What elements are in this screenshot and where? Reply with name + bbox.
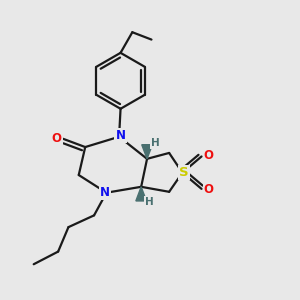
Text: H: H	[151, 138, 160, 148]
Text: S: S	[179, 166, 189, 179]
Text: N: N	[100, 186, 110, 199]
Text: O: O	[204, 183, 214, 196]
Text: O: O	[52, 132, 62, 145]
Text: O: O	[204, 149, 214, 162]
Polygon shape	[142, 145, 152, 159]
Polygon shape	[136, 187, 146, 201]
Text: H: H	[145, 197, 154, 207]
Text: N: N	[116, 129, 126, 142]
